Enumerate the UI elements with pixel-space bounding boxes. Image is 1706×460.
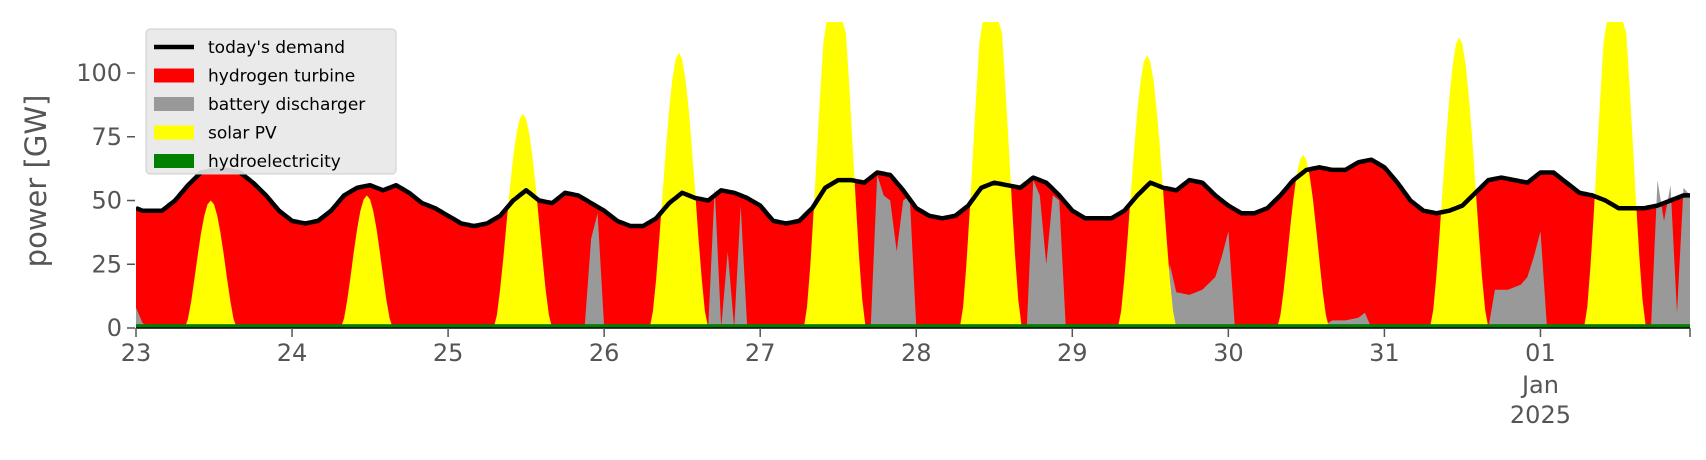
legend-label-hydrogen-turbine: hydrogen turbine: [208, 67, 355, 87]
series-area-solar-pv-1: [340, 195, 393, 328]
y-axis-label: power [GW]: [19, 95, 53, 268]
legend-label-hydroelectricity: hydroelectricity: [208, 152, 341, 172]
series-area-battery-discharger-3: [870, 175, 917, 328]
x-tick-label: 01: [1525, 339, 1556, 367]
y-tick-label: 75: [91, 123, 122, 151]
y-tick-label: 100: [76, 59, 122, 87]
series-line-todays-demand: [136, 157, 1690, 229]
x-tick-label-year: 2025: [1510, 401, 1571, 429]
series-area-battery-discharger-4: [1026, 180, 1066, 328]
x-tick-label: 31: [1369, 339, 1400, 367]
series-area-battery-discharger-7: [1488, 231, 1547, 328]
x-tick-label: 30: [1213, 339, 1244, 367]
legend-box: [145, 28, 397, 175]
x-tick-label-month: Jan: [1520, 371, 1559, 399]
y-tick-label: 50: [91, 187, 122, 215]
x-tick-label: 25: [433, 339, 464, 367]
x-tick-label: 29: [1057, 339, 1088, 367]
series-area-solar-pv-8: [1429, 37, 1489, 328]
series-area-battery-discharger-1: [584, 213, 605, 328]
x-tick-label: 26: [589, 339, 620, 367]
series-area-solar-pv-4: [803, 22, 866, 328]
legend-swatch-hydroelectricity: [154, 154, 194, 168]
x-tick-label: 24: [277, 339, 308, 367]
y-tick-label: 0: [107, 314, 122, 342]
legend-label-today-s-demand: today's demand: [208, 38, 345, 58]
legend-swatch-battery-discharger: [154, 97, 194, 111]
series-area-solar-pv-7: [1277, 154, 1330, 328]
legend-label-solar-pv: solar PV: [208, 124, 277, 144]
series-area-battery-discharger-2: [708, 187, 748, 328]
x-tick-label: 28: [901, 339, 932, 367]
series-area-solar-pv-9: [1584, 22, 1646, 328]
x-tick-label: 27: [745, 339, 776, 367]
legend: today's demand hydrogen turbine battery di…: [145, 28, 397, 175]
plot-area: [136, 22, 1690, 328]
series-area-solar-pv-6: [1117, 55, 1177, 328]
legend-label-battery-discharger: battery discharger: [208, 95, 365, 115]
series-area-battery-discharger-0: [136, 307, 149, 328]
series-area-solar-pv-3: [649, 52, 709, 328]
series-area-hydroelectricity: [136, 324, 1690, 328]
legend-swatch-hydrogen-turbine: [154, 68, 194, 83]
series-area-battery-discharger-8: [1651, 180, 1690, 328]
series-area-solar-pv-0: [184, 200, 237, 328]
series-area-battery-discharger-5: [1163, 231, 1235, 328]
legend-swatch-solar-pv: [154, 125, 194, 140]
y-tick-label: 25: [91, 250, 122, 278]
series-area-solar-pv-5: [959, 22, 1022, 328]
series-area-solar-pv-2: [493, 113, 553, 328]
x-tick-label: 23: [121, 339, 152, 367]
